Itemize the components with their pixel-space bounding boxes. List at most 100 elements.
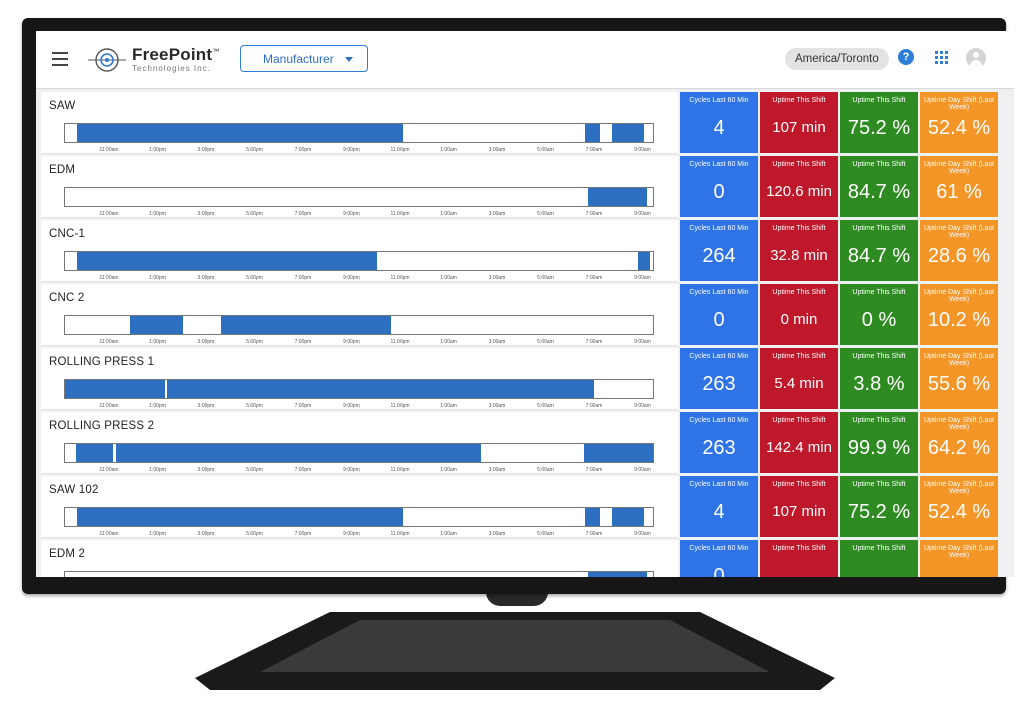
time-tick-label: 5:00pm bbox=[246, 531, 263, 537]
machine-row[interactable]: ROLLING PRESS 2 11:00am 1:00pm 3:00pm 5:00pm… bbox=[36, 412, 1014, 474]
uptime-segment bbox=[76, 252, 377, 270]
uptime-last-week-tile[interactable]: Uptime Day Shift (Last Week) 28.6 % bbox=[920, 220, 998, 281]
cycles-tile[interactable]: Cycles Last 60 Min 0 bbox=[680, 284, 758, 345]
time-tick-label: 5:00pm bbox=[246, 275, 263, 281]
uptime-timeline[interactable] bbox=[64, 443, 654, 463]
time-tick-label: 5:00am bbox=[537, 403, 554, 409]
cycles-tile[interactable]: Cycles Last 60 Min 263 bbox=[680, 348, 758, 409]
manufacturer-dropdown[interactable]: Manufacturer bbox=[240, 45, 368, 72]
avatar-icon[interactable] bbox=[966, 48, 986, 68]
uptime-shift-tile[interactable]: Uptime This Shift bbox=[760, 540, 838, 577]
uptime-last-week-tile[interactable]: Uptime Day Shift (Last Week) 64.2 % bbox=[920, 412, 998, 473]
uptime-shift-tile[interactable]: Uptime This Shift 107 min bbox=[760, 476, 838, 537]
time-tick-label: 11:00am bbox=[99, 339, 119, 345]
time-tick-label: 11:00am bbox=[99, 211, 119, 217]
help-icon[interactable]: ? bbox=[898, 49, 914, 65]
cycles-tile[interactable]: Cycles Last 60 Min 4 bbox=[680, 476, 758, 537]
apps-grid-icon[interactable] bbox=[935, 51, 948, 64]
uptime-percent-tile[interactable]: Uptime This Shift bbox=[840, 540, 918, 577]
metric-value: 28.6 % bbox=[927, 245, 991, 267]
uptime-last-week-tile[interactable]: Uptime Day Shift (Last Week) 52.4 % bbox=[920, 92, 998, 153]
timezone-chip[interactable]: America/Toronto bbox=[785, 48, 889, 70]
machine-name: CNC 2 bbox=[49, 292, 85, 304]
time-tick-label: 9:00am bbox=[634, 211, 651, 217]
cycles-tile[interactable]: Cycles Last 60 Min 264 bbox=[680, 220, 758, 281]
cycles-tile[interactable]: Cycles Last 60 Min 4 bbox=[680, 92, 758, 153]
tv-stand-neck bbox=[486, 592, 548, 606]
logo-name: FreePoint™ bbox=[132, 45, 220, 64]
time-tick-label: 7:00pm bbox=[294, 403, 312, 409]
machine-row[interactable]: CNC-1 11:00am 1:00pm 3:00pm 5:00pm 7:00pm 9:00… bbox=[36, 220, 1014, 282]
uptime-timeline[interactable] bbox=[64, 571, 654, 577]
logo[interactable]: FreePoint™ Technologies Inc. bbox=[88, 43, 228, 77]
metric-label: Uptime Day Shift (Last Week) bbox=[923, 289, 995, 303]
menu-icon[interactable] bbox=[52, 52, 68, 66]
uptime-timeline[interactable] bbox=[64, 507, 654, 527]
uptime-segment bbox=[115, 444, 482, 462]
uptime-segment bbox=[65, 380, 165, 398]
machine-row[interactable]: CNC 2 11:00am 1:00pm 3:00pm 5:00pm 7:00pm 9:00… bbox=[36, 284, 1014, 346]
uptime-timeline[interactable] bbox=[64, 315, 654, 335]
uptime-segment bbox=[76, 124, 404, 142]
uptime-percent-tile[interactable]: Uptime This Shift 75.2 % bbox=[840, 476, 918, 537]
time-tick-label: 5:00pm bbox=[246, 147, 263, 153]
time-tick-label: 3:00pm bbox=[197, 531, 215, 537]
time-tick-label: 9:00pm bbox=[343, 275, 360, 281]
time-tick-label: 9:00am bbox=[634, 531, 651, 537]
metric-label: Uptime Day Shift (Last Week) bbox=[923, 161, 995, 175]
metric-value: 32.8 min bbox=[770, 247, 828, 264]
time-tick-label: 9:00am bbox=[634, 275, 651, 281]
uptime-percent-tile[interactable]: Uptime This Shift 84.7 % bbox=[840, 220, 918, 281]
machine-row[interactable]: EDM 11:00am 1:00pm 3:00pm 5:00pm 7:00pm 9:00pm… bbox=[36, 156, 1014, 218]
time-tick-label: 7:00pm bbox=[294, 275, 312, 281]
uptime-timeline[interactable] bbox=[64, 379, 654, 399]
uptime-last-week-tile[interactable]: Uptime Day Shift (Last Week) 55.6 % bbox=[920, 348, 998, 409]
metric-label: Uptime This Shift bbox=[772, 289, 826, 296]
uptime-shift-tile[interactable]: Uptime This Shift 0 min bbox=[760, 284, 838, 345]
time-tick-label: 1:00pm bbox=[149, 403, 166, 409]
metric-value: 61 % bbox=[936, 181, 982, 203]
time-tick-label: 7:00pm bbox=[294, 531, 312, 537]
time-tick-label: 7:00pm bbox=[294, 147, 312, 153]
uptime-segment bbox=[585, 508, 601, 526]
uptime-timeline[interactable] bbox=[64, 251, 654, 271]
uptime-percent-tile[interactable]: Uptime This Shift 99.9 % bbox=[840, 412, 918, 473]
machine-row[interactable]: SAW 102 11:00am 1:00pm 3:00pm 5:00pm 7:00pm 9:… bbox=[36, 476, 1014, 538]
uptime-last-week-tile[interactable]: Uptime Day Shift (Last Week) 61 % bbox=[920, 156, 998, 217]
cycles-tile[interactable]: Cycles Last 60 Min 0 bbox=[680, 156, 758, 217]
app-bar: FreePoint™ Technologies Inc. Manufacture… bbox=[36, 31, 1014, 89]
time-tick-label: 9:00am bbox=[634, 339, 651, 345]
uptime-percent-tile[interactable]: Uptime This Shift 0 % bbox=[840, 284, 918, 345]
uptime-last-week-tile[interactable]: Uptime Day Shift (Last Week) bbox=[920, 540, 998, 577]
time-tick-label: 7:00am bbox=[585, 403, 603, 409]
time-tick-label: 3:00pm bbox=[197, 403, 215, 409]
uptime-timeline[interactable] bbox=[64, 123, 654, 143]
uptime-last-week-tile[interactable]: Uptime Day Shift (Last Week) 52.4 % bbox=[920, 476, 998, 537]
time-tick-label: 5:00pm bbox=[246, 211, 263, 217]
cycles-tile[interactable]: Cycles Last 60 Min 0 bbox=[680, 540, 758, 577]
uptime-timeline[interactable] bbox=[64, 187, 654, 207]
uptime-percent-tile[interactable]: Uptime This Shift 75.2 % bbox=[840, 92, 918, 153]
time-tick-label: 3:00am bbox=[488, 531, 506, 537]
cycles-tile[interactable]: Cycles Last 60 Min 263 bbox=[680, 412, 758, 473]
uptime-shift-tile[interactable]: Uptime This Shift 32.8 min bbox=[760, 220, 838, 281]
machine-row[interactable]: EDM 211:00am1:00pm3:00pm5:00pm7:00pm9:00… bbox=[36, 540, 1014, 577]
time-tick-label: 9:00pm bbox=[343, 147, 360, 153]
machine-row[interactable]: ROLLING PRESS 1 11:00am 1:00pm 3:00pm 5:00pm… bbox=[36, 348, 1014, 410]
uptime-last-week-tile[interactable]: Uptime Day Shift (Last Week) 10.2 % bbox=[920, 284, 998, 345]
time-tick-label: 11:00am bbox=[99, 467, 119, 473]
metric-value: 107 min bbox=[772, 119, 826, 136]
uptime-shift-tile[interactable]: Uptime This Shift 142.4 min bbox=[760, 412, 838, 473]
metric-label: Cycles Last 60 Min bbox=[689, 225, 749, 232]
metric-value: 55.6 % bbox=[927, 373, 991, 395]
uptime-shift-tile[interactable]: Uptime This Shift 107 min bbox=[760, 92, 838, 153]
uptime-percent-tile[interactable]: Uptime This Shift 3.8 % bbox=[840, 348, 918, 409]
uptime-percent-tile[interactable]: Uptime This Shift 84.7 % bbox=[840, 156, 918, 217]
time-tick-label: 7:00am bbox=[585, 275, 603, 281]
metric-value: 264 bbox=[702, 245, 736, 267]
uptime-shift-tile[interactable]: Uptime This Shift 120.6 min bbox=[760, 156, 838, 217]
machine-name: SAW 102 bbox=[49, 484, 99, 496]
uptime-shift-tile[interactable]: Uptime This Shift 5.4 min bbox=[760, 348, 838, 409]
metric-value: 75.2 % bbox=[847, 501, 911, 523]
machine-row[interactable]: SAW 11:00am 1:00pm 3:00pm 5:00pm 7:00pm 9:00pm… bbox=[36, 92, 1014, 154]
